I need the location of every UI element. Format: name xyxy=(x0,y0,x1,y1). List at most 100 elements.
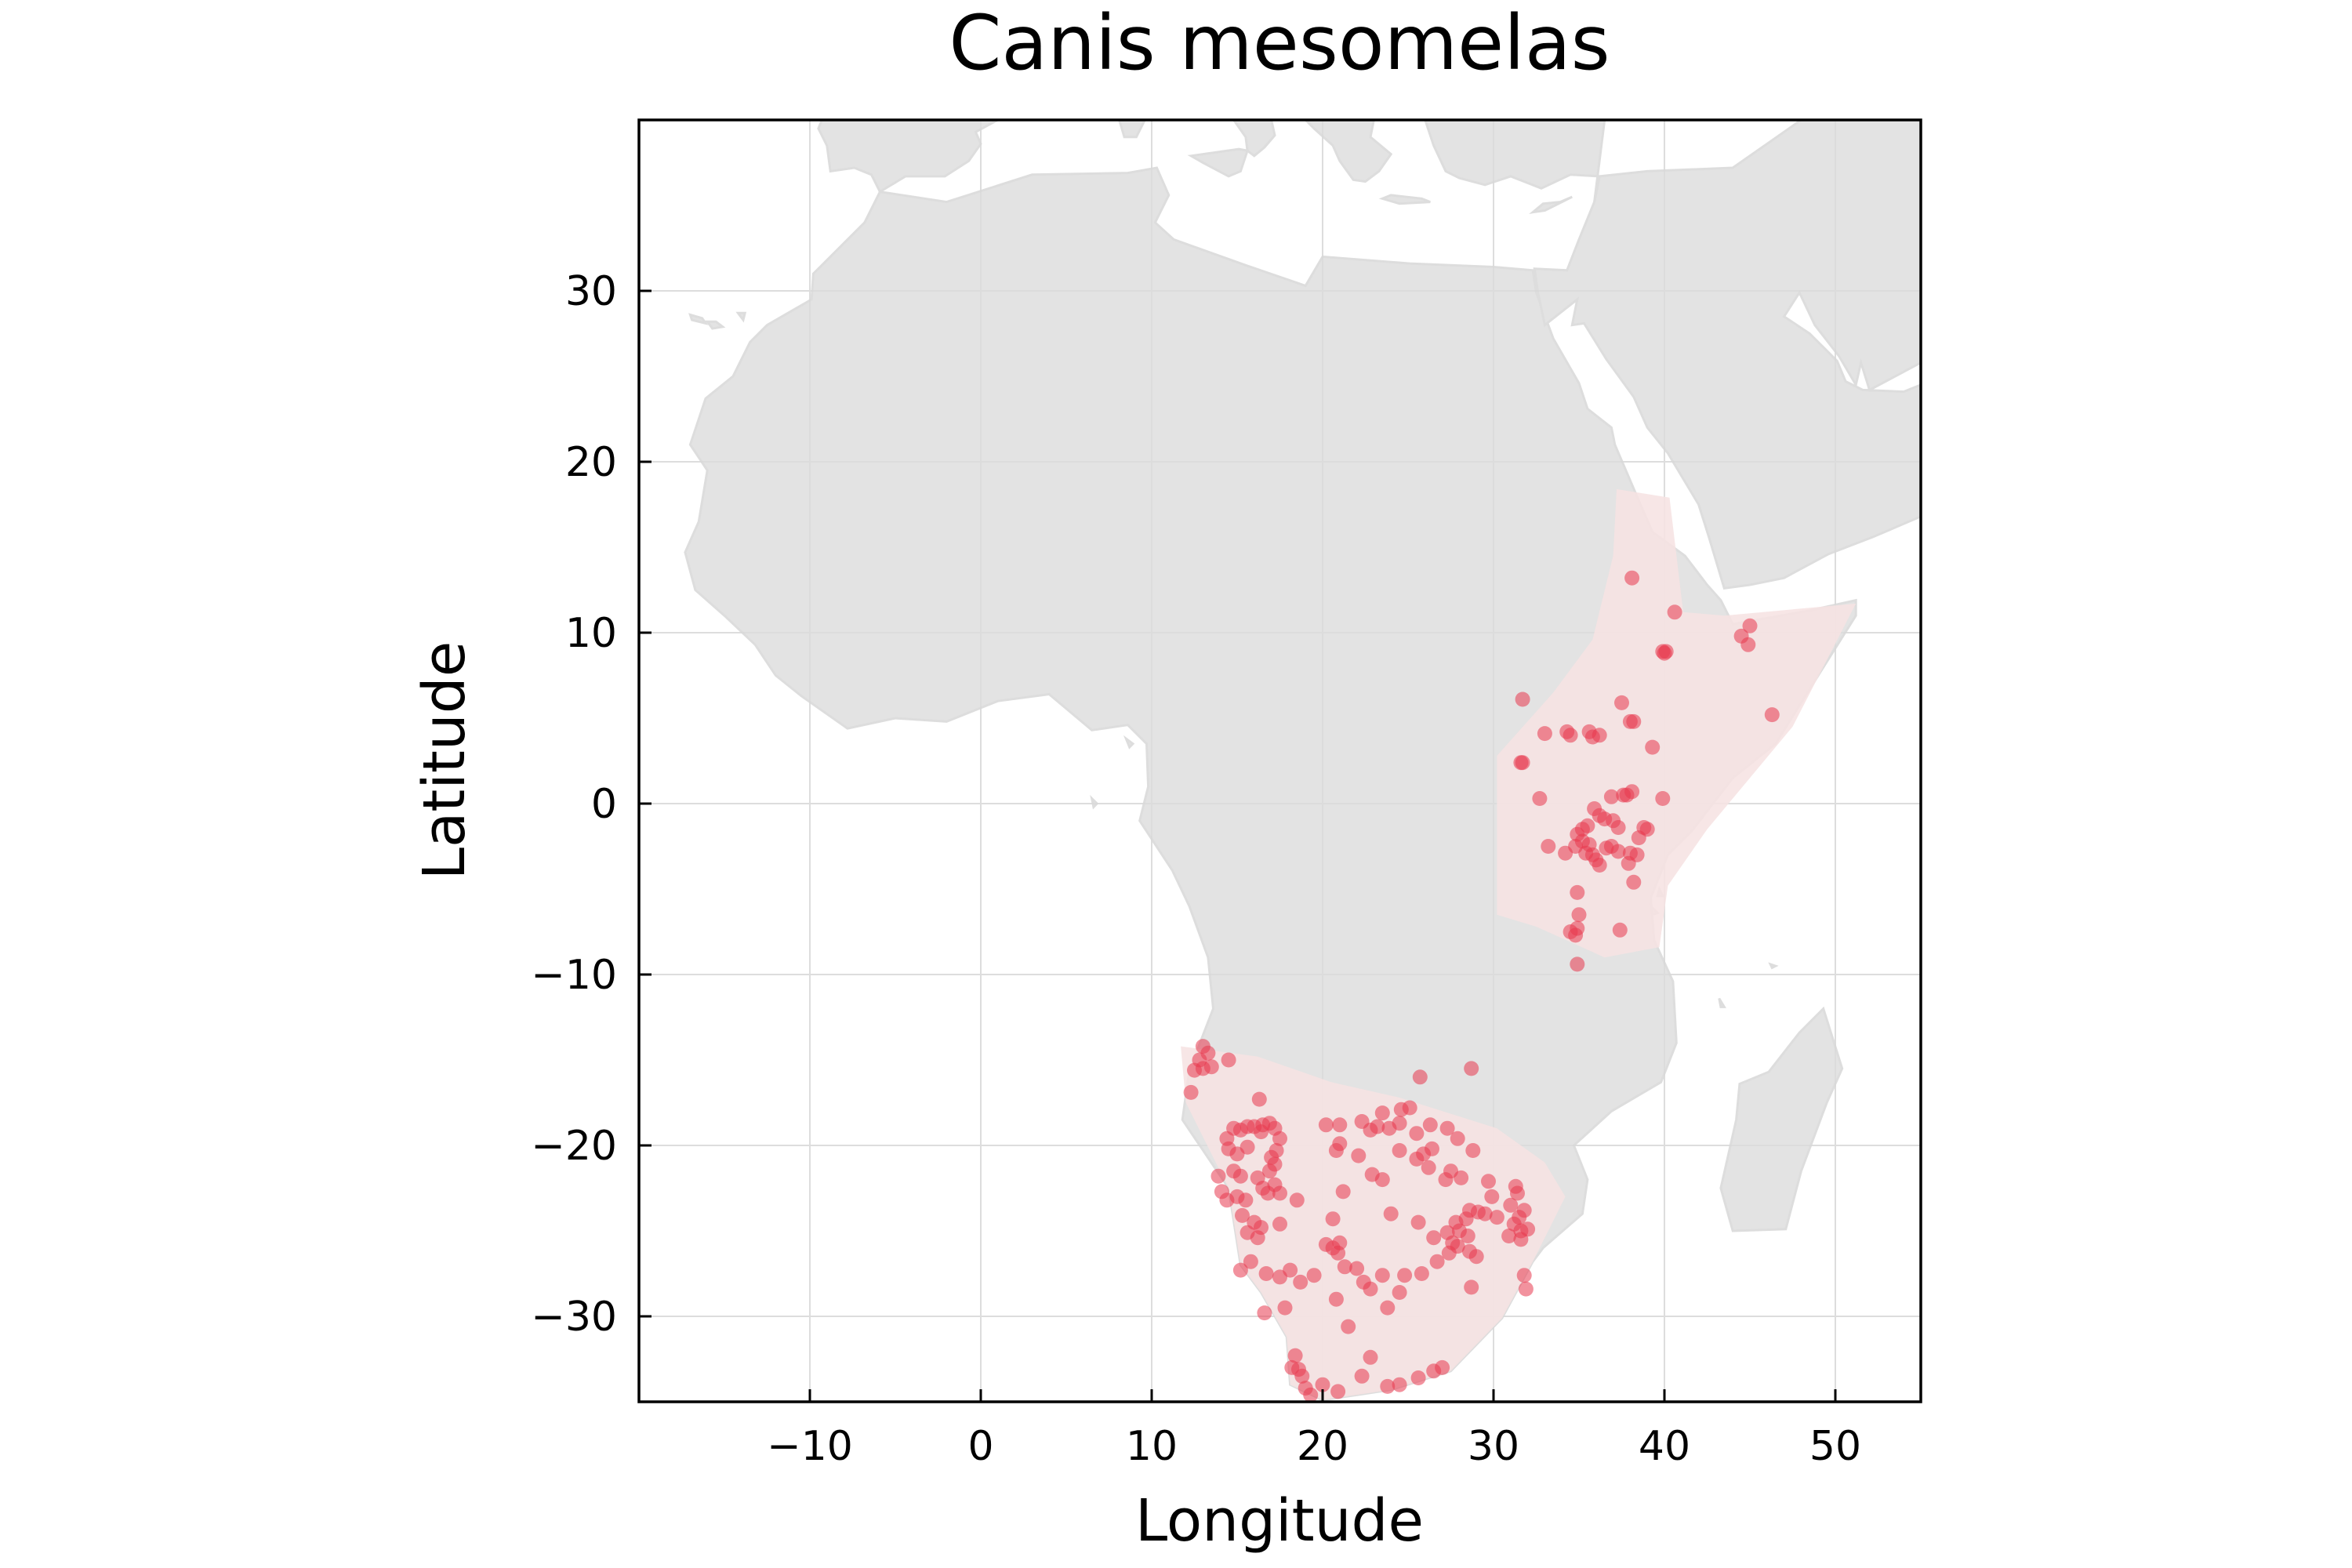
y-tick-label: 30 xyxy=(565,268,617,315)
occurrence-point xyxy=(1293,1274,1308,1290)
occurrence-point xyxy=(1240,1139,1255,1155)
occurrence-point xyxy=(1468,1249,1484,1265)
occurrence-point xyxy=(1330,1384,1346,1399)
occurrence-point xyxy=(1481,1174,1496,1189)
occurrence-point xyxy=(1537,726,1552,742)
occurrence-point xyxy=(1289,1192,1305,1208)
y-tick-label: 0 xyxy=(591,781,617,828)
occurrence-point xyxy=(1402,1100,1417,1116)
occurrence-point xyxy=(1624,784,1640,800)
occurrence-point xyxy=(1412,1069,1428,1085)
occurrence-point xyxy=(1532,791,1548,806)
occurrence-point xyxy=(1272,1131,1287,1146)
occurrence-point xyxy=(1235,1207,1250,1223)
land-polygon xyxy=(1768,962,1779,970)
x-tick-label: 40 xyxy=(1639,1423,1690,1470)
occurrence-point xyxy=(1409,1126,1425,1142)
occurrence-point xyxy=(1435,1359,1450,1375)
occurrence-point xyxy=(1510,1185,1525,1201)
occurrence-point xyxy=(1563,728,1578,743)
occurrence-point xyxy=(1503,1197,1519,1213)
occurrence-point xyxy=(1570,956,1585,972)
occurrence-point xyxy=(1610,820,1626,835)
occurrence-point xyxy=(1210,1168,1226,1184)
occurrence-point xyxy=(1518,1281,1534,1297)
occurrence-point xyxy=(1764,707,1780,723)
occurrence-point xyxy=(1397,1268,1413,1283)
occurrence-point xyxy=(1655,644,1671,659)
land-polygon xyxy=(1926,1163,1935,1170)
occurrence-point xyxy=(1421,1160,1436,1175)
x-tick-label: 0 xyxy=(967,1423,993,1470)
occurrence-point xyxy=(1238,1192,1254,1208)
occurrence-point xyxy=(1363,1349,1378,1365)
occurrence-point xyxy=(1374,1268,1390,1283)
y-axis: −30 −20 −10 0 10 20 30 xyxy=(531,268,652,1341)
occurrence-point xyxy=(1454,1170,1469,1185)
x-tick-label: 30 xyxy=(1468,1423,1519,1470)
occurrence-point xyxy=(1603,789,1619,804)
x-axis-label: Longitude xyxy=(1135,1487,1424,1555)
occurrence-point xyxy=(1374,1105,1390,1121)
occurrence-point xyxy=(1441,1245,1457,1261)
occurrence-point xyxy=(1541,839,1556,854)
land-polygon xyxy=(1719,1006,1844,1232)
occurrence-point xyxy=(1740,637,1756,652)
occurrence-point xyxy=(1254,1124,1269,1140)
occurrence-point xyxy=(1592,858,1607,873)
occurrence-point xyxy=(1328,1291,1344,1307)
y-tick-label: −10 xyxy=(531,952,617,999)
occurrence-point xyxy=(1626,713,1642,729)
occurrence-point xyxy=(1592,728,1607,743)
occurrence-point xyxy=(1626,874,1642,890)
occurrence-point xyxy=(1621,855,1636,871)
occurrence-point xyxy=(1439,1120,1455,1136)
occurrence-point xyxy=(1257,1305,1272,1321)
x-tick-label: 10 xyxy=(1126,1423,1178,1470)
land-polygon xyxy=(1232,120,1276,158)
occurrence-point xyxy=(1332,1117,1348,1133)
occurrence-point xyxy=(1570,920,1585,936)
occurrence-point xyxy=(1221,1052,1236,1068)
occurrence-point xyxy=(1422,1117,1438,1133)
occurrence-point xyxy=(1370,1119,1385,1134)
occurrence-point xyxy=(1328,1143,1344,1158)
land-polygon xyxy=(817,120,999,194)
occurrence-point xyxy=(1261,1163,1277,1179)
land-polygon xyxy=(705,320,726,330)
occurrence-point xyxy=(1516,1203,1532,1218)
occurrence-point xyxy=(1195,1061,1210,1076)
occurrence-point xyxy=(1410,1370,1426,1385)
occurrence-point xyxy=(1254,1220,1269,1236)
occurrence-point xyxy=(1272,1185,1287,1201)
occurrence-points-layer xyxy=(1183,570,1780,1402)
occurrence-point xyxy=(1277,1300,1293,1316)
occurrence-point xyxy=(1380,1378,1396,1394)
occurrence-point xyxy=(1464,1061,1479,1076)
x-tick-label: 50 xyxy=(1809,1423,1861,1470)
land-polygon xyxy=(688,313,709,325)
occurrence-point xyxy=(1426,1230,1442,1246)
occurrence-point xyxy=(1571,907,1587,923)
land-polygon xyxy=(1123,735,1135,750)
land-polygon xyxy=(1304,120,1393,183)
occurrence-point xyxy=(1558,845,1573,861)
occurrence-point xyxy=(1655,791,1671,806)
occurrence-point xyxy=(1294,1368,1310,1384)
occurrence-point xyxy=(1272,1216,1287,1232)
occurrence-point xyxy=(1515,691,1530,707)
occurrence-point xyxy=(1351,1148,1367,1163)
occurrence-point xyxy=(1258,1266,1274,1281)
occurrence-point xyxy=(1318,1117,1334,1133)
occurrence-point xyxy=(1283,1262,1298,1278)
occurrence-point xyxy=(1332,1235,1348,1250)
plot-area xyxy=(639,120,1935,1402)
occurrence-point xyxy=(1513,755,1529,771)
occurrence-point xyxy=(1303,1387,1319,1402)
occurrence-point xyxy=(1409,1151,1425,1167)
occurrence-point xyxy=(1383,1206,1399,1221)
occurrence-point xyxy=(1414,1266,1429,1281)
occurrence-point xyxy=(1450,1131,1465,1146)
occurrence-point xyxy=(1484,1189,1500,1204)
